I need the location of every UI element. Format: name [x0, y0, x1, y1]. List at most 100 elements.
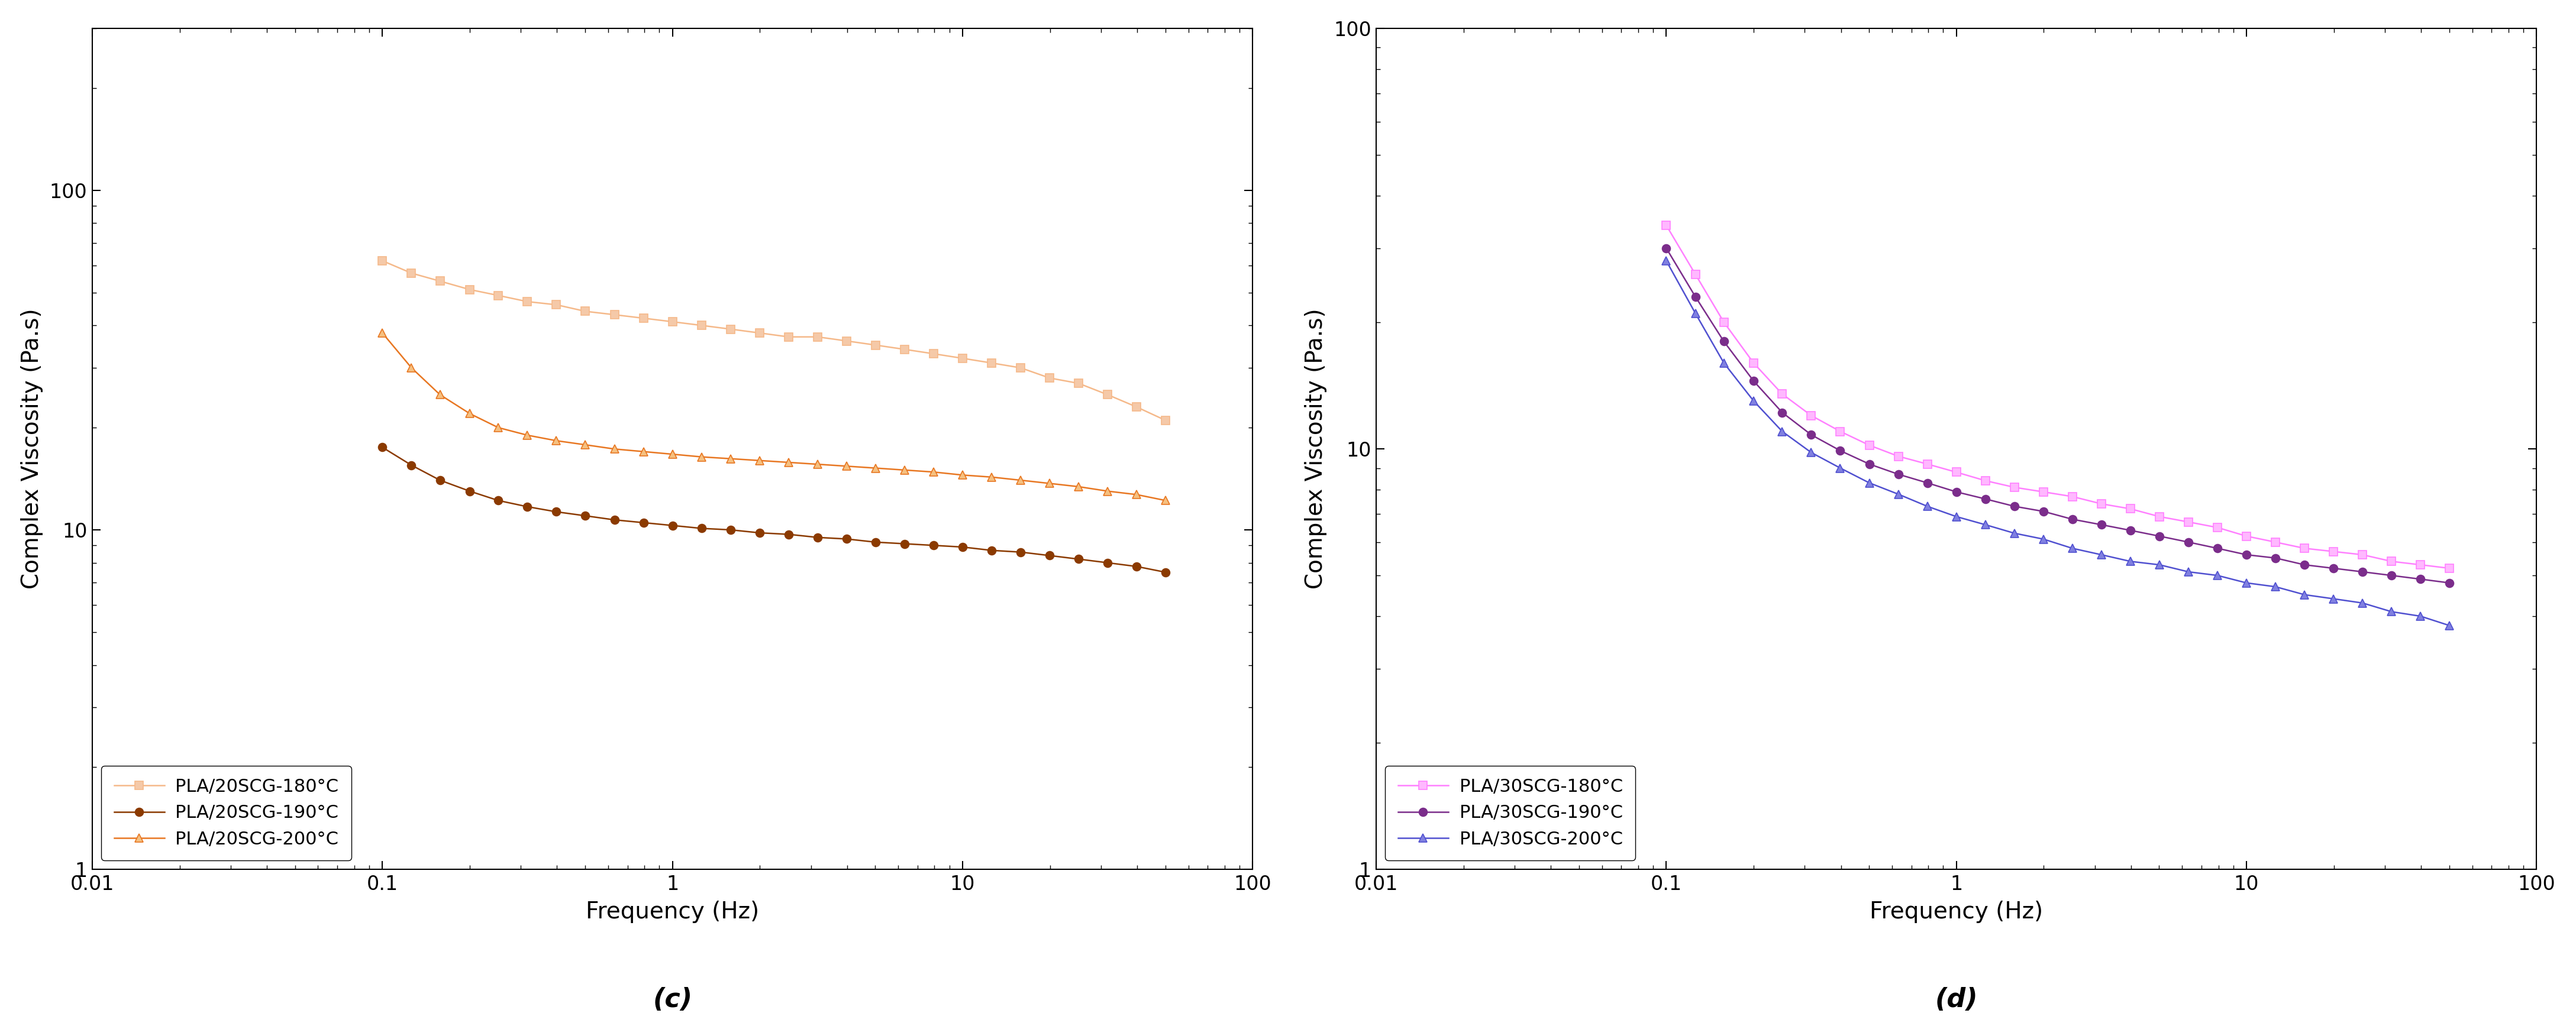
PLA/30SCG-180°C [2259, 536, 2290, 548]
PLA/30SCG-180°C [1971, 474, 2002, 486]
PLA/20SCG-180°C [1121, 401, 1151, 413]
PLA/20SCG-180°C [716, 323, 747, 336]
PLA/30SCG-190°C [2087, 518, 2117, 530]
PLA/30SCG-200°C [1739, 395, 1770, 407]
PLA/30SCG-190°C [1651, 242, 1682, 254]
PLA/30SCG-200°C [2143, 558, 2174, 570]
PLA/20SCG-200°C [976, 471, 1007, 483]
PLA/20SCG-200°C [366, 327, 397, 340]
PLA/30SCG-200°C [1795, 446, 1826, 459]
PLA/20SCG-180°C [569, 305, 600, 317]
PLA/30SCG-200°C [1855, 477, 1886, 489]
PLA/30SCG-180°C [2375, 555, 2406, 567]
PLA/30SCG-190°C [2174, 536, 2205, 548]
PLA/20SCG-200°C [801, 458, 832, 470]
PLA/20SCG-190°C [976, 544, 1007, 556]
PLA/20SCG-180°C [685, 319, 716, 331]
PLA/30SCG-180°C [1883, 450, 1914, 463]
PLA/30SCG-200°C [1651, 254, 1682, 267]
PLA/30SCG-190°C [1911, 477, 1942, 489]
PLA/20SCG-180°C [948, 352, 979, 364]
PLA/30SCG-190°C [1940, 485, 1971, 498]
PLA/20SCG-190°C [1064, 553, 1095, 565]
PLA/20SCG-190°C [948, 541, 979, 553]
PLA/30SCG-180°C [2058, 490, 2089, 503]
PLA/20SCG-190°C [1121, 560, 1151, 573]
PLA/30SCG-200°C [1971, 518, 2002, 530]
PLA/30SCG-190°C [2347, 565, 2378, 578]
PLA/30SCG-180°C [1824, 425, 1855, 437]
PLA/30SCG-190°C [2115, 524, 2146, 537]
PLA/30SCG-200°C [2375, 605, 2406, 618]
PLA/30SCG-200°C [2202, 569, 2233, 582]
PLA/30SCG-190°C [2027, 505, 2058, 517]
PLA/20SCG-190°C [629, 516, 659, 528]
PLA/20SCG-190°C [801, 531, 832, 544]
PLA/30SCG-180°C [1680, 268, 1710, 280]
PLA/20SCG-190°C [685, 522, 716, 535]
PLA/20SCG-200°C [685, 450, 716, 463]
PLA/20SCG-180°C [397, 267, 428, 279]
PLA/30SCG-180°C [2231, 530, 2262, 543]
PLA/30SCG-200°C [1883, 488, 1914, 501]
PLA/30SCG-190°C [2290, 558, 2321, 570]
PLA/20SCG-190°C [657, 519, 688, 531]
PLA/30SCG-200°C [2259, 581, 2290, 593]
PLA/20SCG-180°C [773, 330, 804, 343]
PLA/20SCG-180°C [482, 289, 513, 302]
PLA/30SCG-200°C [2318, 593, 2349, 605]
PLA/20SCG-180°C [1064, 378, 1095, 390]
PLA/20SCG-180°C [657, 316, 688, 328]
PLA/20SCG-180°C [744, 327, 775, 340]
PLA/20SCG-190°C [569, 510, 600, 522]
PLA/20SCG-200°C [773, 457, 804, 469]
Line: PLA/20SCG-180°C: PLA/20SCG-180°C [379, 256, 1170, 425]
Line: PLA/30SCG-200°C: PLA/30SCG-200°C [1662, 256, 2455, 630]
PLA/30SCG-200°C [1940, 511, 1971, 523]
Y-axis label: Complex Viscosity (Pa.s): Complex Viscosity (Pa.s) [1303, 309, 1327, 589]
PLA/20SCG-180°C [425, 275, 456, 287]
PLA/20SCG-180°C [1151, 415, 1182, 427]
PLA/30SCG-190°C [2202, 542, 2233, 554]
PLA/30SCG-180°C [2115, 503, 2146, 515]
PLA/30SCG-180°C [2202, 521, 2233, 534]
PLA/20SCG-180°C [889, 344, 920, 356]
PLA/30SCG-190°C [1999, 500, 2030, 512]
PLA/30SCG-200°C [1767, 425, 1798, 437]
PLA/30SCG-190°C [2434, 577, 2465, 589]
PLA/20SCG-200°C [425, 389, 456, 401]
PLA/30SCG-190°C [1883, 468, 1914, 480]
PLA/20SCG-180°C [1005, 361, 1036, 373]
PLA/30SCG-200°C [2347, 597, 2378, 609]
PLA/20SCG-180°C [541, 299, 572, 311]
PLA/30SCG-190°C [2058, 513, 2089, 525]
PLA/20SCG-190°C [453, 485, 484, 498]
Line: PLA/30SCG-190°C: PLA/30SCG-190°C [1662, 244, 2455, 587]
PLA/30SCG-200°C [1708, 357, 1739, 369]
Text: (d): (d) [1935, 987, 1978, 1013]
X-axis label: Frequency (Hz): Frequency (Hz) [585, 901, 760, 923]
PLA/20SCG-190°C [773, 528, 804, 541]
PLA/20SCG-190°C [889, 538, 920, 550]
PLA/20SCG-190°C [513, 501, 544, 513]
PLA/30SCG-180°C [1795, 409, 1826, 422]
Line: PLA/30SCG-180°C: PLA/30SCG-180°C [1662, 222, 2455, 573]
PLA/20SCG-200°C [657, 448, 688, 461]
PLA/20SCG-180°C [976, 357, 1007, 369]
PLA/20SCG-200°C [832, 460, 863, 472]
Legend: PLA/30SCG-180°C, PLA/30SCG-190°C, PLA/30SCG-200°C: PLA/30SCG-180°C, PLA/30SCG-190°C, PLA/30… [1386, 765, 1636, 861]
PLA/20SCG-200°C [600, 443, 631, 456]
Text: (c): (c) [652, 987, 693, 1013]
PLA/30SCG-180°C [1999, 481, 2030, 494]
PLA/30SCG-190°C [2259, 552, 2290, 564]
PLA/20SCG-180°C [600, 309, 631, 321]
PLA/30SCG-180°C [1911, 458, 1942, 470]
PLA/20SCG-200°C [1092, 485, 1123, 498]
PLA/30SCG-200°C [1999, 527, 2030, 540]
PLA/20SCG-190°C [366, 441, 397, 453]
PLA/20SCG-200°C [569, 439, 600, 451]
PLA/30SCG-180°C [2143, 511, 2174, 523]
PLA/20SCG-190°C [744, 526, 775, 539]
PLA/20SCG-190°C [1033, 549, 1064, 561]
PLA/30SCG-180°C [2434, 562, 2465, 575]
